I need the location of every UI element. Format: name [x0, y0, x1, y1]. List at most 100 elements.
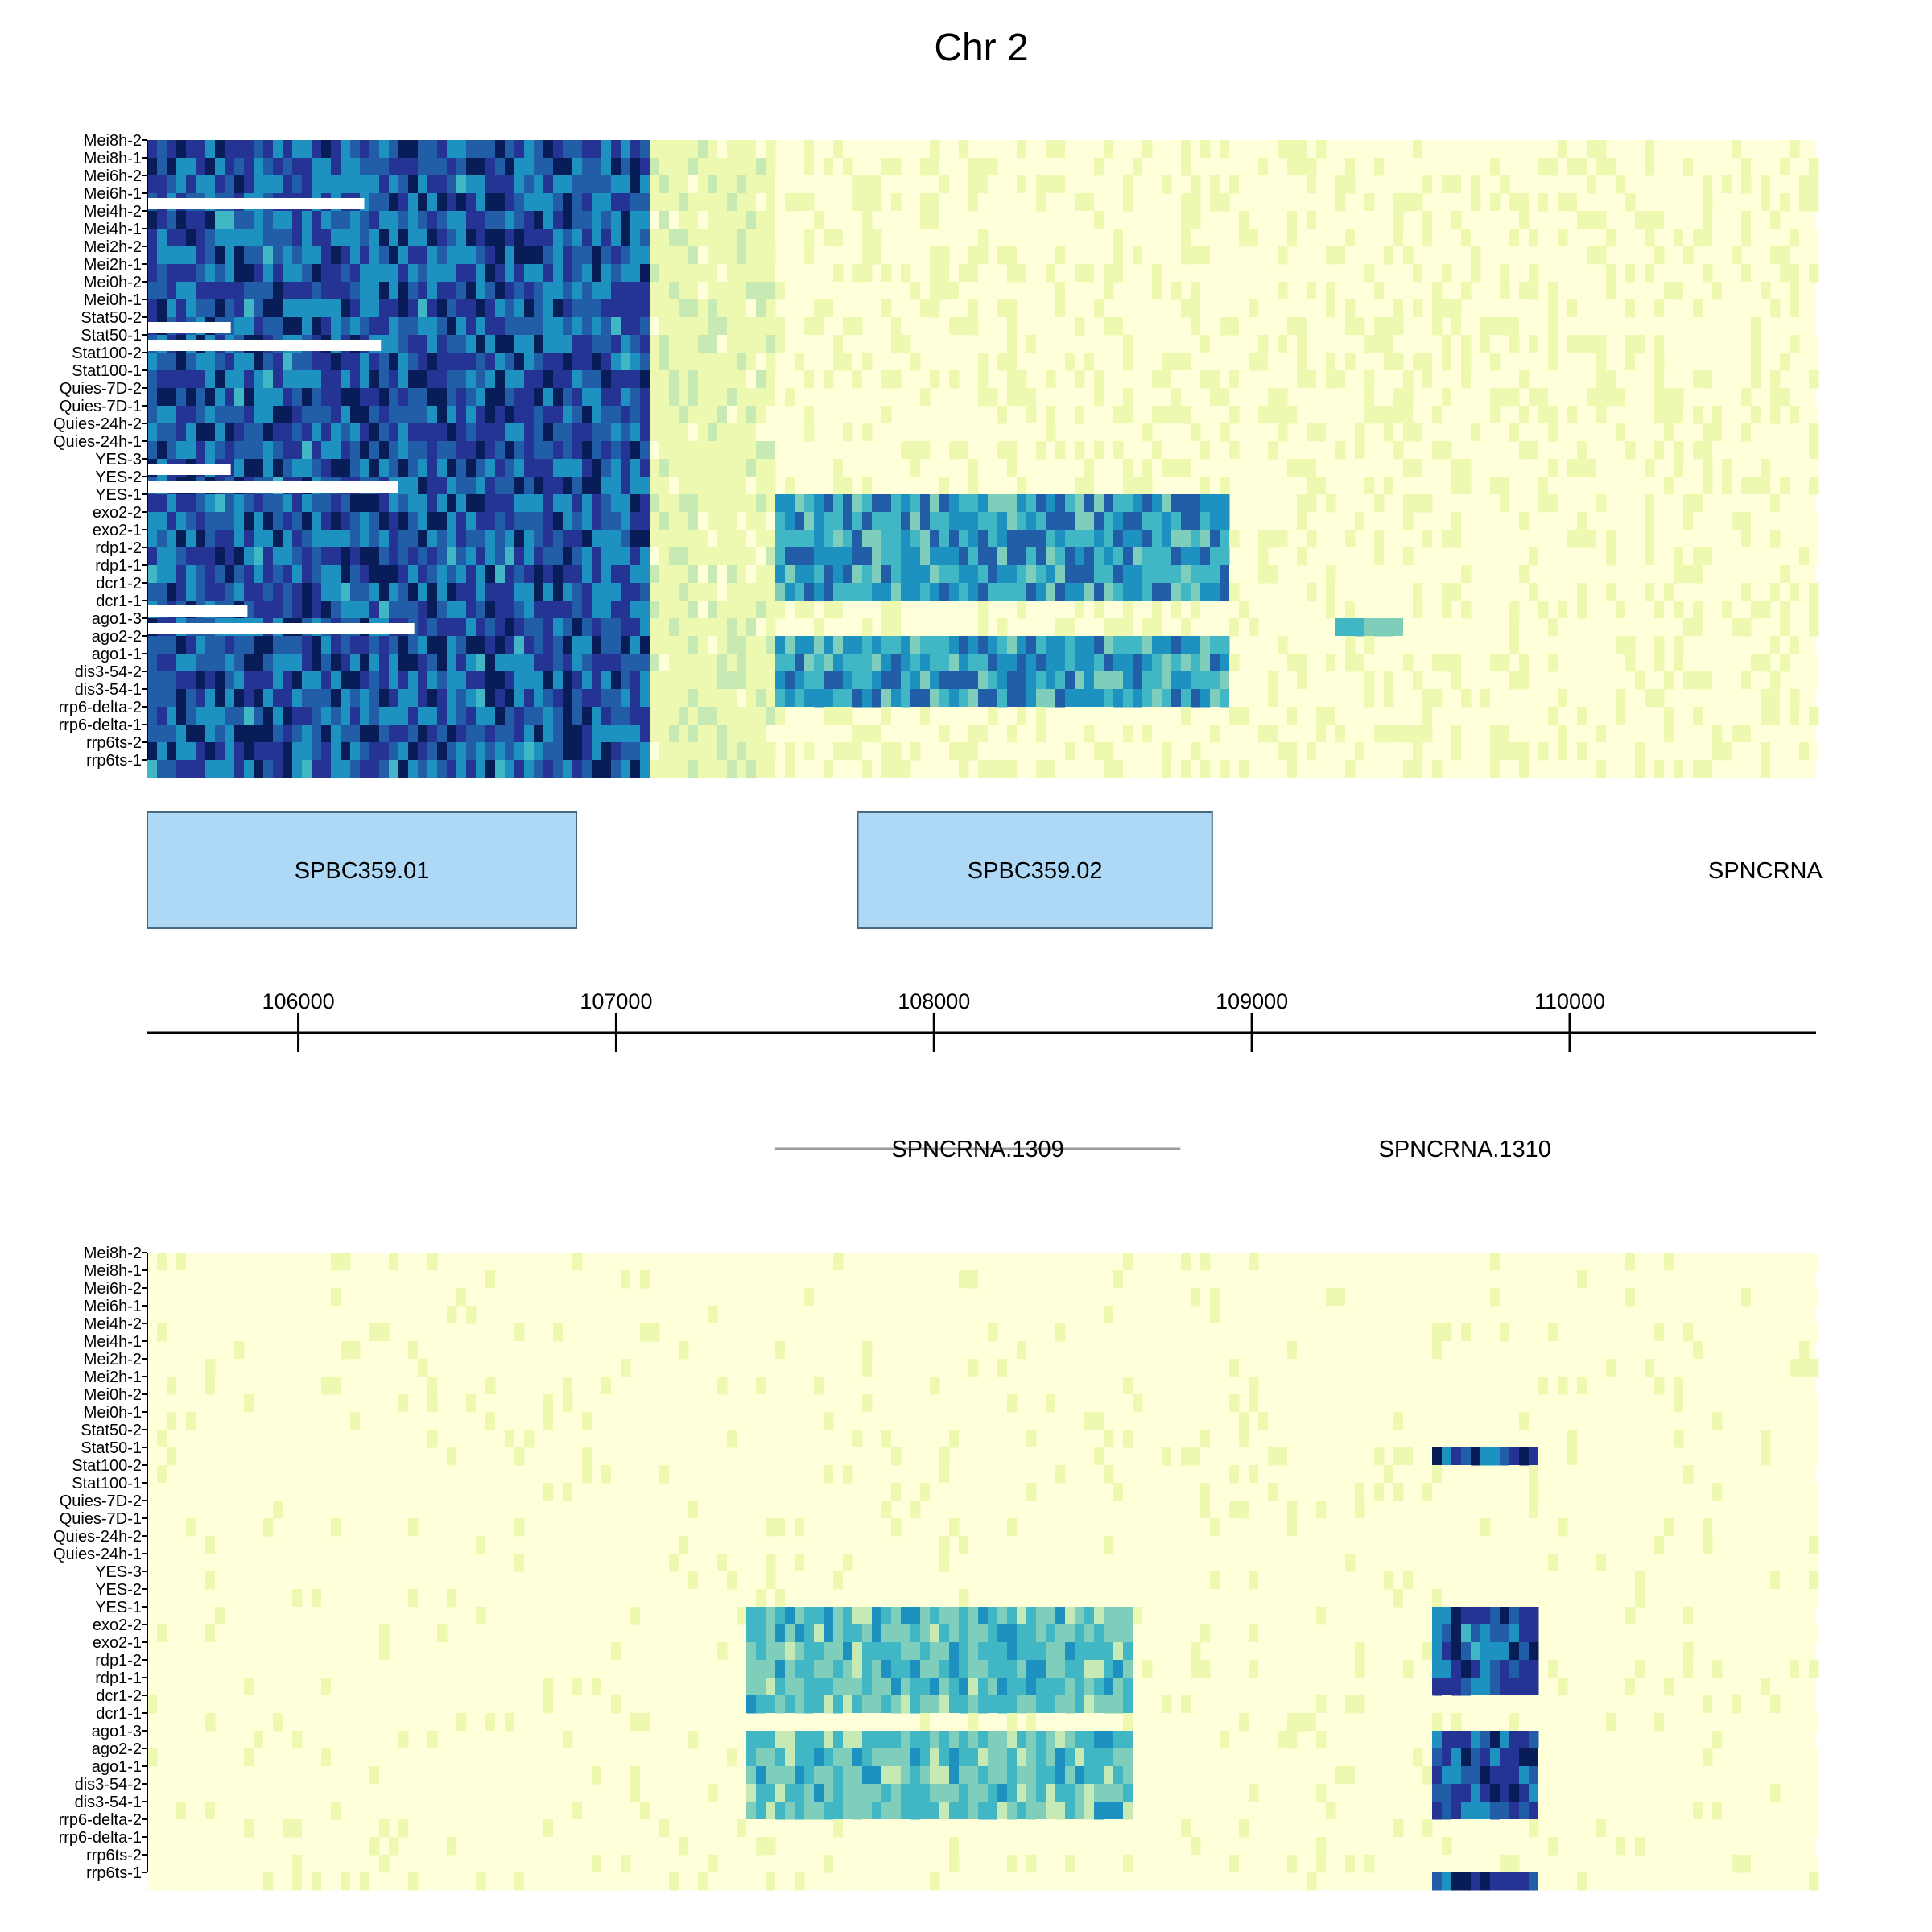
heatmap-cell [910, 583, 921, 601]
heatmap-cell [1538, 565, 1549, 584]
heatmap-cell [650, 441, 660, 460]
heatmap-cell [1220, 654, 1230, 672]
heatmap-cell [1113, 689, 1124, 708]
heatmap-cell [978, 441, 989, 460]
heatmap-cell [1075, 565, 1085, 584]
heatmap-cell [572, 494, 583, 513]
heatmap-cell [592, 583, 602, 601]
heatmap-cell [505, 158, 515, 176]
heatmap-cell [234, 140, 245, 159]
heatmap-cell [244, 370, 254, 389]
heatmap-cell [852, 547, 863, 566]
heatmap-cell [582, 601, 592, 619]
heatmap-cell [1026, 530, 1037, 548]
heatmap-cell [331, 388, 341, 407]
heatmap-cell [1480, 547, 1491, 566]
heatmap-cell [872, 282, 882, 300]
heatmap-cell [737, 689, 747, 708]
heatmap-cell [708, 671, 718, 690]
heatmap-cell [456, 671, 467, 690]
heatmap-cell [1683, 282, 1694, 300]
heatmap-cell [1384, 175, 1394, 194]
heatmap-cell [1770, 353, 1781, 371]
heatmap-cell [708, 158, 718, 176]
heatmap-cell [341, 211, 351, 229]
heatmap-cell [341, 353, 351, 371]
heatmap-cell [795, 512, 805, 530]
heatmap-cell [968, 264, 979, 283]
heatmap-cell [1664, 477, 1674, 495]
heatmap-cell [959, 477, 969, 495]
heatmap-cell [746, 654, 757, 672]
heatmap-cell [466, 388, 477, 407]
heatmap-cell [341, 512, 351, 530]
heatmap-cell [292, 760, 303, 778]
heatmap-cell [901, 406, 911, 424]
heatmap-cell [688, 246, 699, 265]
heatmap-cell [418, 724, 428, 743]
heatmap-cell [1162, 565, 1172, 584]
heatmap-cell [920, 654, 931, 672]
heatmap-cell [592, 636, 602, 654]
heatmap-cell [1007, 175, 1018, 194]
heatmap-cell [775, 370, 786, 389]
heatmap-cell [1181, 512, 1191, 530]
heatmap-cell [727, 211, 737, 229]
heatmap-cell [1732, 724, 1742, 743]
heatmap-cell [833, 459, 844, 477]
heatmap-cell [1490, 388, 1501, 407]
heatmap-cell [1519, 282, 1530, 300]
heatmap-cell [215, 353, 225, 371]
heatmap-cell [746, 724, 757, 743]
heatmap-cell [1490, 406, 1501, 424]
heatmap-cell [1075, 512, 1085, 530]
heatmap-row [147, 388, 1810, 407]
heatmap-cell [379, 689, 390, 708]
heatmap-cell [543, 494, 554, 513]
heatmap-cell [988, 140, 998, 159]
heatmap-cell [427, 707, 438, 725]
heatmap-cell [601, 264, 612, 283]
heatmap-cell [1123, 193, 1133, 212]
heatmap-cell [205, 565, 216, 584]
heatmap-cell [147, 530, 158, 548]
heatmap-cell [727, 264, 737, 283]
heatmap-cell [1142, 724, 1153, 743]
heatmap-cell [283, 158, 293, 176]
heatmap-cell [1297, 229, 1307, 247]
heatmap-cell [205, 299, 216, 318]
heatmap-cell [476, 636, 486, 654]
heatmap-cell [1171, 335, 1182, 353]
heatmap-cell [1065, 477, 1075, 495]
heatmap-cell [930, 636, 940, 654]
heatmap-cell [1084, 636, 1095, 654]
heatmap-cell [1345, 583, 1356, 601]
heatmap-cell [186, 229, 196, 247]
heatmap-cell [572, 459, 583, 477]
heatmap-cell [389, 760, 399, 778]
heatmap-cell [756, 654, 766, 672]
heatmap-cell [1471, 636, 1481, 654]
heatmap-cell [1635, 742, 1645, 761]
heatmap-cell [698, 282, 708, 300]
heatmap-cell [1181, 742, 1191, 761]
heatmap-cell [766, 654, 776, 672]
heatmap-cell [582, 406, 592, 424]
heatmap-cell [283, 689, 293, 708]
heatmap-cell [659, 601, 670, 619]
heatmap-cell [244, 406, 254, 424]
heatmap-cell [659, 618, 670, 637]
heatmap-cell [920, 459, 931, 477]
heatmap-cell [833, 441, 844, 460]
heatmap-cell [1790, 140, 1800, 159]
heatmap-cell [1181, 530, 1191, 548]
heatmap-cell [1258, 175, 1269, 194]
heatmap-cell [1558, 140, 1568, 159]
heatmap-cell [1693, 335, 1703, 353]
heatmap-cell [321, 388, 332, 407]
heatmap-cell [196, 583, 206, 601]
heatmap-cell [766, 724, 776, 743]
heatmap-cell [360, 530, 370, 548]
heatmap-cell [1026, 264, 1037, 283]
heatmap-cell [630, 406, 641, 424]
